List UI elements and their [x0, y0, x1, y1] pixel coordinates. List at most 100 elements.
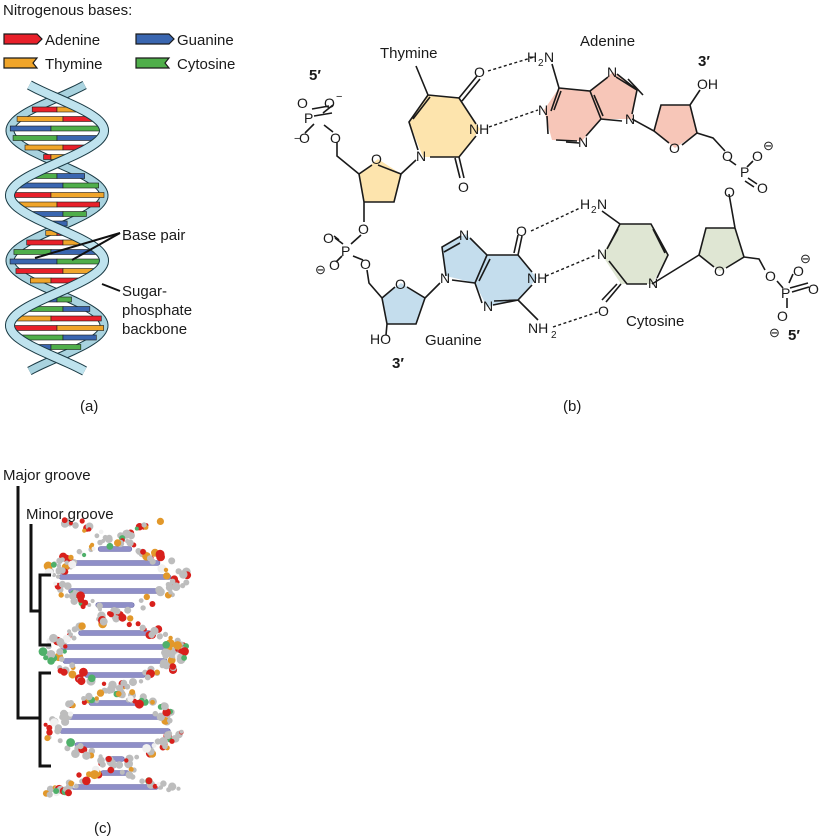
atom [76, 548, 83, 555]
atom [82, 599, 89, 606]
atom [56, 648, 64, 656]
atom [60, 711, 70, 720]
atom [82, 776, 91, 786]
atom [141, 522, 147, 528]
atom [85, 692, 93, 701]
base-bar [10, 325, 58, 331]
atom [127, 532, 135, 540]
double-helix-diagram [4, 80, 110, 376]
atom [98, 529, 104, 535]
base-bar [31, 106, 58, 113]
svg-text:NH: NH [528, 320, 548, 336]
svg-text:H: H [580, 196, 590, 212]
groove-brackets [16, 486, 51, 768]
base-bar [26, 239, 64, 246]
svg-text:2: 2 [591, 205, 597, 216]
atom [167, 717, 173, 724]
atom [116, 684, 124, 692]
adenine-swatch [3, 33, 43, 45]
svg-text:2: 2 [551, 330, 557, 341]
legend-thymine: Thymine [45, 56, 103, 73]
atom [38, 647, 48, 656]
guanine-swatch [135, 33, 175, 45]
svg-text:2: 2 [538, 58, 544, 69]
atom [139, 624, 146, 631]
atom [64, 593, 70, 599]
atom [81, 696, 87, 701]
atom [136, 550, 141, 555]
atom [124, 606, 132, 614]
atom [46, 791, 53, 798]
atom [126, 539, 134, 547]
atom [134, 699, 144, 709]
base-pair-stick [59, 728, 171, 734]
atom [144, 674, 151, 681]
svg-text:O: O [395, 276, 406, 292]
atom [108, 680, 117, 690]
atom [171, 582, 181, 591]
atom [127, 695, 134, 702]
base-pair-stick [71, 784, 159, 790]
atom [58, 656, 65, 662]
backbone-label-3: backbone [122, 321, 187, 338]
svg-text:−: − [294, 133, 300, 145]
atom [46, 724, 53, 731]
atom [155, 586, 164, 594]
adenine-sugar [654, 105, 697, 148]
atom [61, 517, 68, 524]
atom [106, 542, 114, 550]
atom [103, 687, 108, 693]
svg-text:N: N [648, 275, 658, 291]
base-bar [62, 306, 91, 312]
caption-c: (c) [94, 820, 112, 837]
atom [68, 711, 74, 717]
atom [134, 526, 139, 531]
atom [181, 655, 188, 661]
atom [169, 663, 177, 670]
svg-text:O: O [722, 148, 733, 164]
atom [180, 647, 189, 656]
cytosine-sugar [699, 228, 744, 271]
svg-text:OH: OH [697, 76, 718, 92]
atom [119, 769, 125, 775]
cytosine-ring [602, 224, 668, 284]
five-prime-top: 5′ [309, 67, 321, 84]
atom [82, 528, 87, 533]
cytosine-label: Cytosine [626, 313, 684, 330]
atom [125, 771, 134, 779]
atom [162, 641, 170, 649]
atom [128, 766, 134, 772]
atom [53, 788, 60, 794]
caption-b: (b) [563, 398, 581, 415]
base-pair-stick [64, 714, 166, 720]
atom [46, 729, 53, 736]
three-prime-bottom: 3′ [392, 355, 404, 372]
atom [168, 590, 173, 595]
svg-text:N: N [538, 102, 548, 118]
svg-text:O: O [598, 303, 609, 319]
atom [96, 689, 105, 697]
guanine-ring [442, 234, 537, 307]
base-bar [56, 258, 105, 265]
svg-text:N: N [483, 298, 493, 314]
atom [150, 699, 155, 705]
base-pair-stick [78, 630, 152, 636]
atom [78, 622, 86, 630]
atom [69, 673, 76, 679]
atom [94, 533, 100, 539]
atom [54, 724, 63, 732]
base-pair-stick [58, 574, 172, 580]
atom [105, 534, 113, 542]
atom [43, 561, 53, 571]
atom [55, 574, 61, 579]
atom [79, 667, 88, 677]
atom [64, 560, 70, 565]
svg-text:O: O [724, 184, 735, 200]
atom [71, 749, 80, 758]
base-bar [62, 182, 99, 189]
atom [168, 782, 177, 791]
atom [127, 615, 134, 622]
atom [145, 777, 153, 785]
svg-text:N: N [597, 246, 607, 262]
